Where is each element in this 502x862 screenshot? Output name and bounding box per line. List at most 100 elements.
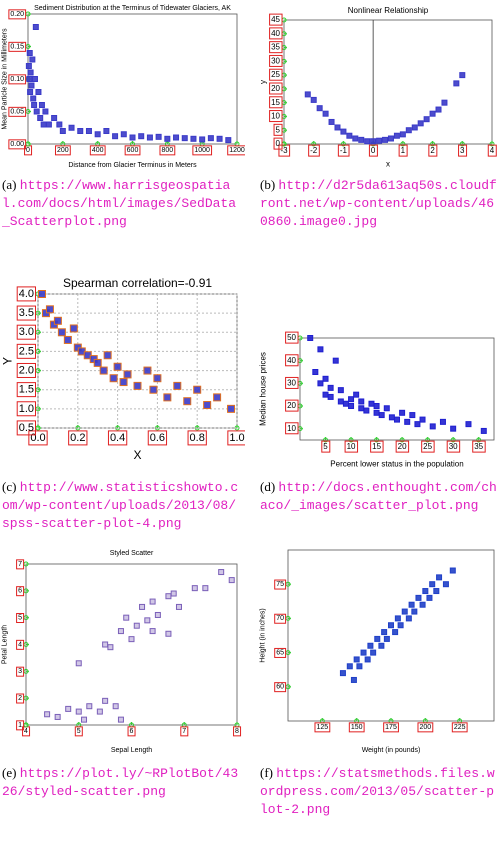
scatter-point	[378, 412, 385, 419]
scatter-point	[69, 324, 78, 333]
x-tick-label: 1	[401, 146, 406, 155]
x-tick-label: 225	[454, 724, 466, 731]
y-axis-label: Petal Length	[2, 625, 9, 664]
tick-highlight	[107, 430, 128, 446]
scatter-point	[419, 601, 426, 608]
scatter-point	[465, 421, 472, 428]
scatter-point	[394, 416, 400, 423]
scatter-point	[360, 649, 367, 656]
x-tick-label: 5	[323, 442, 328, 451]
scatter-point	[149, 598, 156, 605]
caption-url: http://d2r5da613aq50s.cloudfront.net/wp-…	[260, 178, 497, 229]
scatter-point	[202, 585, 209, 592]
scatter-point	[322, 110, 329, 117]
chart-title: Sediment Distribution at the Terminus of…	[34, 5, 231, 12]
y-tick-label: 1.5	[19, 384, 34, 396]
x-axis-label: Weight (in pounds)	[362, 747, 421, 754]
scatter-point	[419, 416, 426, 423]
scatter-point	[203, 401, 212, 410]
y-tick-label: 10	[271, 112, 280, 121]
x-tick-label: 4	[24, 728, 28, 735]
scatter-point	[86, 703, 93, 710]
tick-highlight	[16, 382, 36, 398]
scatter-point	[216, 135, 223, 142]
y-tick-label: 30	[271, 56, 280, 65]
scatter-point	[353, 391, 360, 398]
tick-marker	[489, 141, 495, 147]
scatter-point	[376, 137, 383, 144]
x-tick-label: 6	[130, 728, 134, 735]
scatter-point	[433, 588, 440, 595]
scatter-point	[56, 121, 63, 128]
scatter-point	[426, 594, 433, 601]
x-tick-label: 10	[347, 442, 356, 451]
scatter-point	[155, 133, 162, 140]
scatter-point	[113, 362, 122, 371]
tick-highlight	[74, 726, 83, 737]
scatter-point	[317, 380, 324, 387]
tick-highlight	[16, 559, 25, 570]
scatter-point	[358, 136, 365, 143]
scatter-point	[334, 124, 341, 131]
tick-highlight	[8, 106, 27, 117]
tick-highlight	[321, 440, 331, 453]
scatter-point	[75, 660, 82, 667]
scatter-point	[417, 120, 424, 127]
y-tick-label: 70	[276, 615, 284, 622]
x-axis-label: X	[133, 448, 141, 462]
scatter-point	[199, 136, 206, 143]
scatter-point	[368, 400, 375, 407]
scatter-point	[374, 635, 381, 642]
scatter-point	[414, 421, 421, 428]
y-tick-label: 15	[271, 98, 280, 107]
tick-highlight	[383, 722, 399, 733]
tick-highlight	[285, 331, 299, 344]
scatter-point	[411, 124, 418, 131]
scatter-point	[149, 628, 156, 635]
scatter-point	[99, 366, 108, 375]
scatter-point	[94, 131, 101, 138]
tick-highlight	[187, 430, 207, 446]
scatter-point	[350, 676, 357, 683]
tick-highlight	[269, 13, 283, 26]
x-tick-label: 175	[385, 724, 397, 731]
y-tick-label: 3	[18, 668, 22, 675]
scatter-point	[26, 76, 33, 82]
caption-url: http://docs.enthought.com/chaco/_images/…	[260, 480, 497, 513]
scatter-point	[175, 603, 182, 610]
scatter-point	[77, 128, 84, 134]
tick-highlight	[227, 145, 245, 156]
tick-highlight	[487, 144, 497, 157]
scatter-point	[388, 414, 395, 421]
scatter-point	[373, 409, 380, 416]
y-tick-label: 20	[287, 401, 296, 410]
scatter-point	[29, 56, 36, 63]
scatter-point	[38, 102, 45, 108]
scatter-point	[120, 131, 127, 138]
scatter-point	[133, 381, 142, 390]
tick-marker	[425, 437, 431, 443]
y-tick-label: 7	[18, 561, 22, 568]
tick-highlight	[269, 54, 283, 67]
scatter-point	[337, 398, 344, 405]
y-tick-label: 1	[18, 722, 22, 729]
y-tick-label: 6	[18, 588, 22, 595]
tick-highlight	[16, 420, 36, 436]
scatter-point	[33, 108, 40, 115]
scatter-point	[103, 128, 110, 134]
scatter-point	[27, 69, 34, 76]
scatter-point	[423, 116, 430, 123]
caption: (c) http://www.statisticshowto.com/wp-co…	[2, 478, 242, 532]
y-tick-label: 1.0	[19, 403, 34, 415]
scatter-point	[85, 128, 92, 134]
x-tick-label: 200	[57, 147, 69, 154]
tick-marker	[430, 141, 436, 147]
tick-highlight	[368, 144, 378, 157]
scatter-point	[322, 375, 329, 382]
scatter-point	[170, 590, 177, 597]
x-tick-label: 150	[351, 724, 363, 731]
caption: (f) https://statsmethods.files.wordpress…	[260, 764, 500, 818]
scatter-point	[68, 124, 75, 131]
tick-highlight	[269, 41, 283, 54]
scatter-point	[149, 385, 158, 394]
